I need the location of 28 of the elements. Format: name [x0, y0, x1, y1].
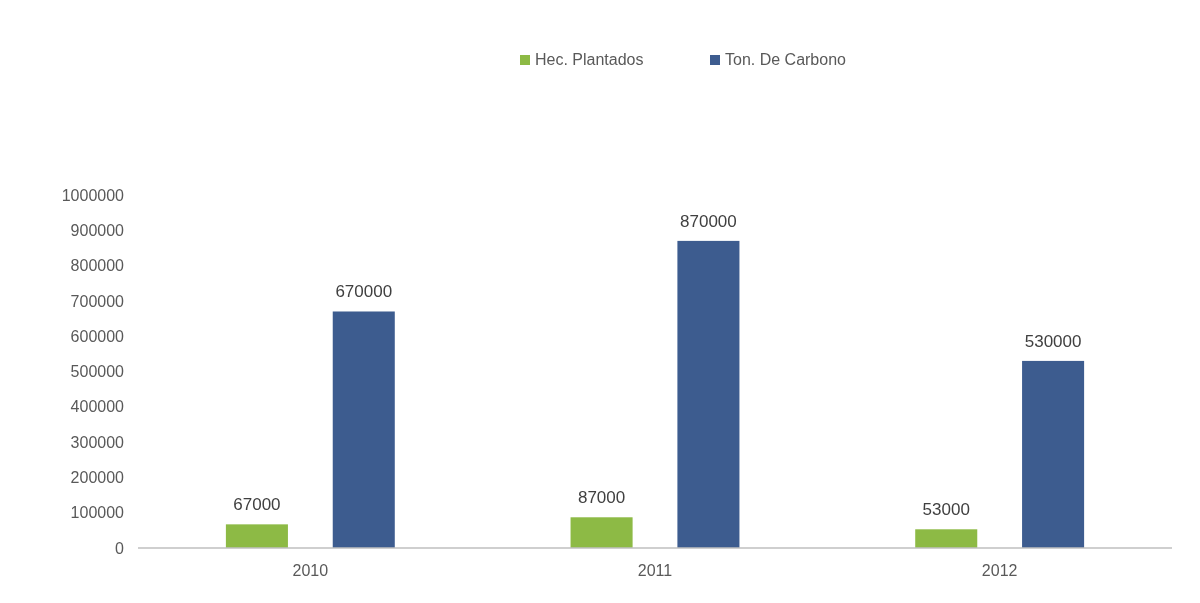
data-label: 670000: [335, 282, 393, 302]
y-tick-label: 700000: [70, 292, 125, 310]
bar: [1022, 360, 1085, 548]
data-label: 530000: [1024, 331, 1082, 351]
y-tick-label: 1000000: [61, 186, 125, 204]
bar: [225, 524, 288, 548]
legend-label: Hec. Plantados: [535, 51, 644, 68]
x-tick-label: 2010: [292, 562, 329, 579]
y-tick-label: 0: [115, 539, 125, 557]
data-label: 87000: [577, 488, 626, 508]
bar: [915, 529, 978, 548]
bar: [677, 240, 740, 548]
y-tick-label: 400000: [70, 398, 125, 416]
y-tick-label: 100000: [70, 504, 125, 522]
y-tick-label: 600000: [70, 327, 125, 345]
y-tick-label: 800000: [70, 257, 125, 275]
y-tick-label: 200000: [70, 469, 125, 486]
bar: [570, 517, 633, 548]
x-tick-label: 2011: [637, 562, 673, 579]
legend-label: Ton. De Carbono: [725, 51, 847, 68]
bar: [332, 311, 395, 548]
data-label: 67000: [233, 495, 281, 515]
x-tick-label: 2012: [981, 562, 1018, 579]
data-label: 53000: [922, 500, 970, 520]
y-tick-label: 300000: [70, 433, 125, 451]
y-tick-label: 500000: [70, 363, 125, 381]
data-label: 870000: [680, 211, 737, 231]
y-tick-label: 900000: [70, 221, 125, 239]
